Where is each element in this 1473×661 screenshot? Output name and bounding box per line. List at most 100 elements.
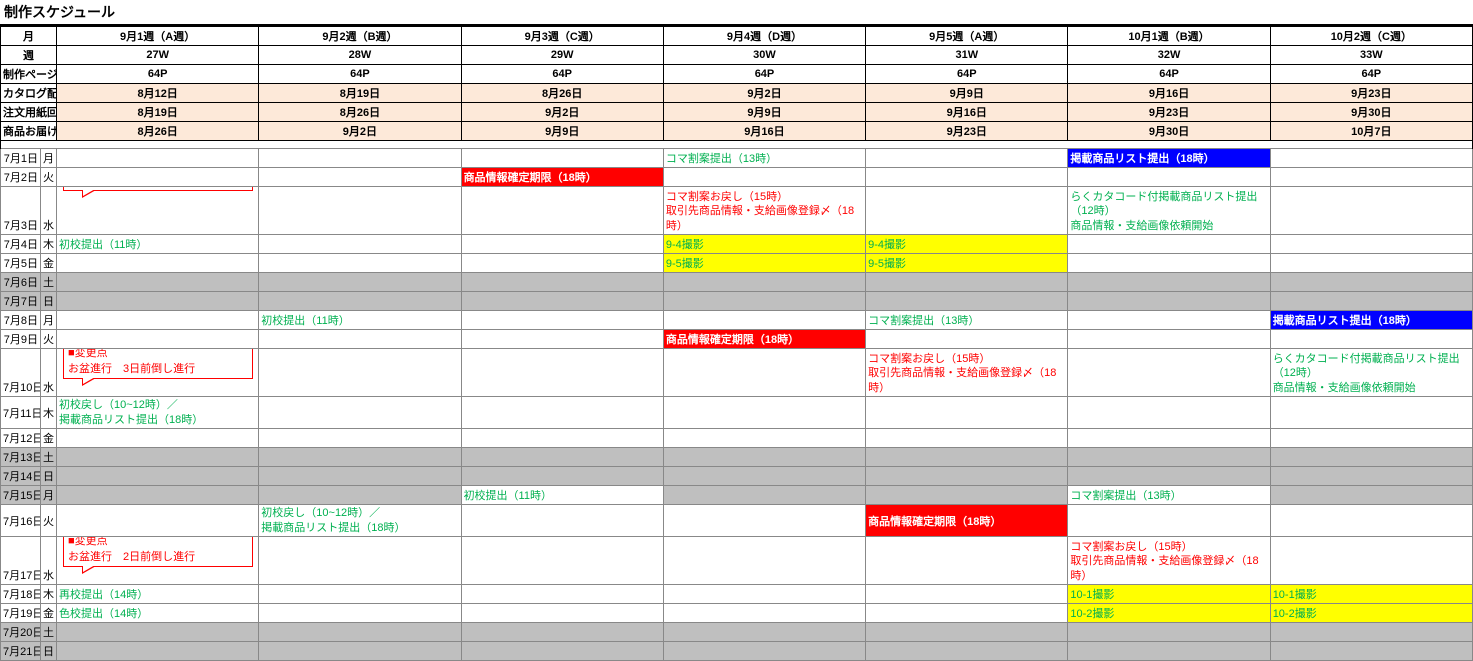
schedule-cell: らくカタコード付掲載商品リスト提出（12時）商品情報・支給画像依頼開始 (1068, 187, 1270, 235)
header-value: 9月30日 (1270, 103, 1472, 122)
date-cell: 7月21日 (1, 642, 41, 661)
header-value: 8月26日 (259, 103, 461, 122)
schedule-cell: 掲載商品リスト提出（18時） (1068, 149, 1270, 168)
schedule-cell (57, 254, 259, 273)
schedule-cell (461, 273, 663, 292)
table-row: 7月10日水■変更点お盆進行 3日前倒し進行コマ割案お戻し（15時）取引先商品情… (1, 349, 1473, 397)
schedule-cell (461, 505, 663, 537)
schedule-cell: ■変更点 (57, 187, 259, 235)
schedule-cell (461, 149, 663, 168)
table-row: 7月1日月コマ割案提出（13時）掲載商品リスト提出（18時） (1, 149, 1473, 168)
header-value: 9月16日 (663, 122, 865, 141)
table-row: 7月16日火初校戻し（10~12時）／掲載商品リスト提出（18時）商品情報確定期… (1, 505, 1473, 537)
dow-cell: 月 (41, 149, 57, 168)
schedule-cell (461, 330, 663, 349)
table-row: 7月3日水■変更点コマ割案お戻し（15時）取引先商品情報・支給画像登録〆（18時… (1, 187, 1473, 235)
header-value: 9月9日 (866, 84, 1068, 103)
schedule-cell: コマ割案提出（13時） (1068, 486, 1270, 505)
schedule-cell (57, 467, 259, 486)
schedule-cell (663, 486, 865, 505)
header-value: 9月5週（A週） (866, 26, 1068, 46)
schedule-cell (461, 448, 663, 467)
dow-cell: 木 (41, 397, 57, 429)
schedule-cell (1270, 537, 1472, 585)
schedule-cell: コマ割案お戻し（15時）取引先商品情報・支給画像登録〆（18時） (1068, 537, 1270, 585)
table-row: 7月11日木初校戻し（10~12時）／掲載商品リスト提出（18時） (1, 397, 1473, 429)
date-cell: 7月17日 (1, 537, 41, 585)
schedule-cell (1270, 292, 1472, 311)
table-row: 7月4日木初校提出（11時）9-4撮影9-4撮影 (1, 235, 1473, 254)
dow-cell: 火 (41, 505, 57, 537)
schedule-cell (866, 623, 1068, 642)
schedule-cell (1270, 642, 1472, 661)
schedule-cell (461, 187, 663, 235)
header-value: 31W (866, 46, 1068, 65)
dow-cell: 土 (41, 448, 57, 467)
schedule-cell (1270, 168, 1472, 187)
table-row: 7月2日火商品情報確定期限（18時） (1, 168, 1473, 187)
schedule-cell (866, 537, 1068, 585)
schedule-cell: コマ割案提出（13時） (866, 311, 1068, 330)
schedule-cell (259, 187, 461, 235)
dow-cell: 金 (41, 429, 57, 448)
date-cell: 7月3日 (1, 187, 41, 235)
schedule-cell (1068, 330, 1270, 349)
header-value: 28W (259, 46, 461, 65)
table-row: 7月15日月初校提出（11時）コマ割案提出（13時） (1, 486, 1473, 505)
header-label: 商品お届け (1, 122, 57, 141)
header-value: 9月2日 (259, 122, 461, 141)
schedule-cell (1068, 235, 1270, 254)
header-value: 33W (1270, 46, 1472, 65)
schedule-cell: 10-1撮影 (1068, 585, 1270, 604)
schedule-cell (1270, 505, 1472, 537)
header-value: 8月19日 (57, 103, 259, 122)
schedule-cell (57, 168, 259, 187)
schedule-cell (1270, 429, 1472, 448)
schedule-cell (259, 448, 461, 467)
table-row: 7月18日木再校提出（14時）10-1撮影10-1撮影 (1, 585, 1473, 604)
header-value: 8月26日 (461, 84, 663, 103)
schedule-cell (866, 467, 1068, 486)
date-cell: 7月19日 (1, 604, 41, 623)
schedule-cell (57, 311, 259, 330)
schedule-cell: 再校提出（14時） (57, 585, 259, 604)
date-cell: 7月2日 (1, 168, 41, 187)
schedule-cell (663, 311, 865, 330)
schedule-cell (259, 486, 461, 505)
page-title: 制作スケジュール (0, 0, 1473, 25)
header-label: 制作ページ (1, 65, 57, 84)
schedule-cell (461, 254, 663, 273)
schedule-cell: 10-2撮影 (1068, 604, 1270, 623)
schedule-cell (866, 149, 1068, 168)
date-cell: 7月16日 (1, 505, 41, 537)
date-cell: 7月5日 (1, 254, 41, 273)
schedule-cell: 10-1撮影 (1270, 585, 1472, 604)
dow-cell: 日 (41, 642, 57, 661)
schedule-cell (57, 429, 259, 448)
date-cell: 7月18日 (1, 585, 41, 604)
schedule-cell (461, 397, 663, 429)
schedule-cell (866, 330, 1068, 349)
schedule-cell: 商品情報確定期限（18時） (461, 168, 663, 187)
date-cell: 7月20日 (1, 623, 41, 642)
schedule-cell (461, 292, 663, 311)
schedule-cell (866, 168, 1068, 187)
table-row: 7月17日水■変更点お盆進行 2日前倒し進行コマ割案お戻し（15時）取引先商品情… (1, 537, 1473, 585)
dow-cell: 水 (41, 187, 57, 235)
schedule-cell (259, 273, 461, 292)
schedule-cell (663, 585, 865, 604)
schedule-cell (259, 604, 461, 623)
dow-cell: 土 (41, 273, 57, 292)
schedule-cell (461, 467, 663, 486)
schedule-cell (866, 397, 1068, 429)
schedule-cell (259, 292, 461, 311)
schedule-cell (461, 235, 663, 254)
dow-cell: 日 (41, 292, 57, 311)
schedule-cell (1270, 623, 1472, 642)
date-cell: 7月14日 (1, 467, 41, 486)
table-row: 7月5日金9-5撮影9-5撮影 (1, 254, 1473, 273)
schedule-cell: 初校戻し（10~12時）／掲載商品リスト提出（18時） (57, 397, 259, 429)
schedule-cell (1068, 254, 1270, 273)
dow-cell: 金 (41, 604, 57, 623)
schedule-cell (663, 429, 865, 448)
